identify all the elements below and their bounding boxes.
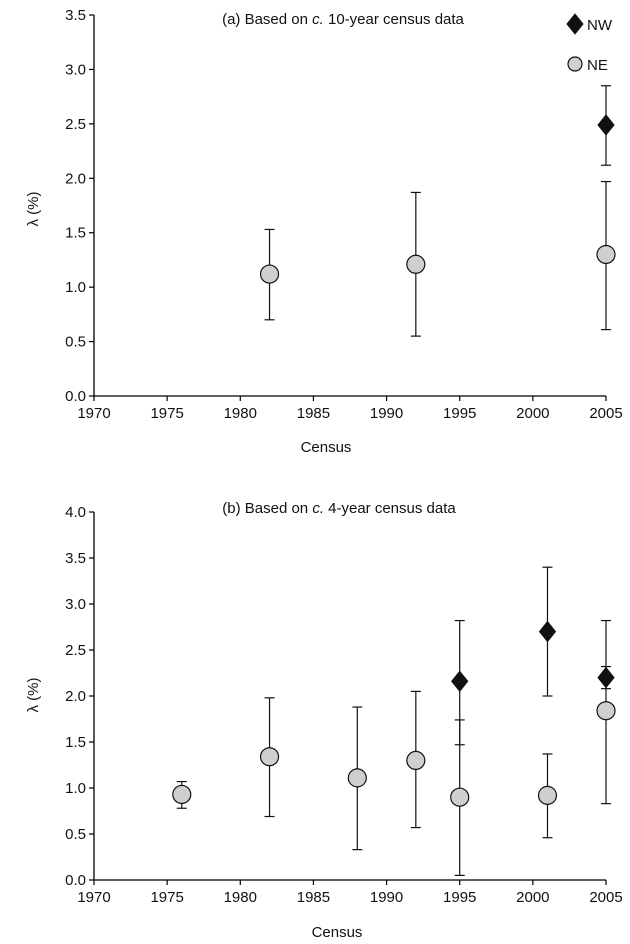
panel-b-y-tick-label: 0.0	[65, 872, 86, 889]
ne-point	[259, 264, 280, 284]
ne-point	[406, 254, 426, 274]
panel-a-y-tick-label: 1.5	[65, 225, 86, 242]
panel-a-x-tick-label: 2000	[516, 405, 549, 422]
panel-a-y-tick-label: 3.0	[65, 61, 86, 78]
panel-b-y-tick-label: 3.0	[65, 596, 86, 613]
panel-b-x-tick-label: 1990	[370, 889, 403, 906]
panel-b-y-tick-label: 3.5	[65, 550, 86, 567]
panel-b-x-axis-title: Census	[312, 924, 363, 941]
panel-a-x-tick-label: 1985	[297, 405, 330, 422]
panel-a-y-tick-label: 2.5	[65, 116, 86, 133]
ne-point	[347, 768, 367, 788]
ne-point	[406, 750, 426, 771]
panel-b-y-tick-label: 2.0	[65, 688, 86, 705]
panel-b-y-axis-title: λ (%)	[25, 678, 42, 713]
legend-entry-nw: NW	[566, 13, 613, 35]
ne-point	[259, 747, 280, 767]
panel-b-y-tick-label: 1.0	[65, 780, 86, 797]
panel-b-x-tick-label: 1975	[150, 889, 183, 906]
panel-b-y-tick-label: 1.5	[65, 734, 86, 751]
panel-b-y-tick-label: 4.0	[65, 504, 86, 521]
panel-a-x-axis-title: Census	[301, 439, 352, 456]
panel-a-y-tick-label: 0.0	[65, 388, 86, 405]
ne-point	[596, 701, 616, 721]
panel-b-x-tick-label: 1985	[297, 889, 330, 906]
legend-ne-marker	[567, 56, 583, 72]
panel-b-title: (b) Based on c. 4-year census data	[222, 500, 456, 517]
panel-a-x-tick-label: 1990	[370, 405, 403, 422]
panel-b: (b) Based on c. 4-year census data Censu…	[25, 500, 623, 941]
legend-ne-label: NE	[587, 57, 608, 74]
ne-point	[537, 785, 558, 805]
ne-error-bar	[601, 665, 611, 805]
nw-point	[597, 114, 615, 136]
panel-a-y-tick-label: 0.5	[65, 334, 86, 351]
panel-a-y-tick-label: 3.5	[65, 7, 86, 24]
panel-a-x-tick-label: 1975	[150, 405, 183, 422]
panel-b-y-tick-label: 2.5	[65, 642, 86, 659]
ne-point	[596, 244, 616, 265]
panel-b-x-tick-label: 1980	[224, 889, 257, 906]
panel-b-x-tick-label: 1970	[77, 889, 110, 906]
nw-point	[538, 620, 557, 643]
panel-a-x-tick-label: 1970	[77, 405, 110, 422]
panel-b-x-tick-label: 1995	[443, 889, 476, 906]
legend-nw-marker	[566, 13, 584, 35]
panel-a-title: (a) Based on c. 10-year census data	[222, 11, 464, 28]
panel-b-y-tick-label: 0.5	[65, 826, 86, 843]
panel-a-y-tick-label: 2.0	[65, 170, 86, 187]
ne-point	[172, 784, 192, 805]
panel-a: (a) Based on c. 10-year census data Cens…	[25, 7, 623, 456]
legend-entry-ne: NE	[567, 56, 608, 74]
panel-a-x-tick-label: 1980	[224, 405, 257, 422]
nw-point	[451, 670, 469, 693]
panel-b-x-tick-label: 2000	[516, 889, 549, 906]
legend-nw-label: NW	[587, 17, 613, 34]
legend: NW NE	[566, 13, 613, 74]
panel-a-y-axis-title: λ (%)	[25, 192, 42, 227]
panel-b-x-tick-label: 2005	[589, 889, 622, 906]
panel-a-x-tick-label: 2005	[589, 405, 622, 422]
panel-a-y-tick-label: 1.0	[65, 279, 86, 296]
panel-a-x-tick-label: 1995	[443, 405, 476, 422]
ne-point	[450, 787, 470, 807]
